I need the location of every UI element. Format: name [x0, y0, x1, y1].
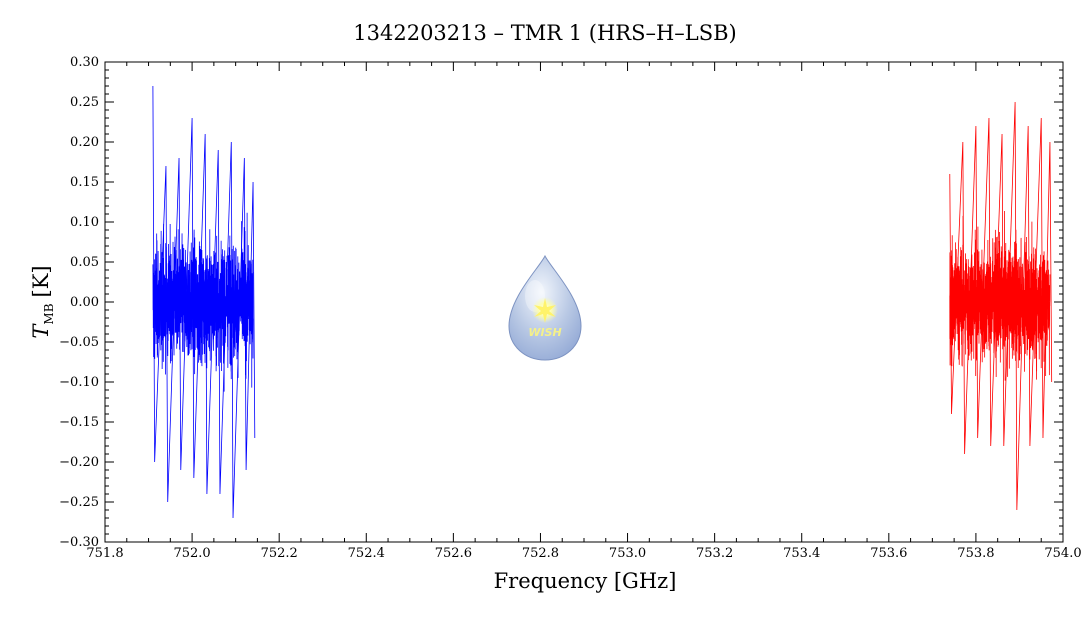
- x-tick-label: 752.4: [348, 546, 385, 561]
- y-axis-label: TMB [K]: [29, 265, 56, 338]
- x-tick-label: 751.8: [86, 546, 123, 561]
- x-tick-label: 752.2: [261, 546, 298, 561]
- y-tick-label: −0.20: [59, 455, 99, 470]
- y-axis-label-unit: [K]: [29, 265, 53, 297]
- y-tick-label: −0.30: [59, 535, 99, 550]
- y-tick-label: 0.00: [70, 295, 99, 310]
- y-tick-label: −0.25: [59, 495, 99, 510]
- x-tick-label: 754.0: [1044, 546, 1081, 561]
- y-tick-label: −0.10: [59, 375, 99, 390]
- spectrum-spikes-2: [949, 101, 1053, 511]
- x-tick-label: 753.8: [957, 546, 994, 561]
- y-tick-label: 0.10: [70, 215, 99, 230]
- svg-text:TMB[K]: TMB [K]: [29, 265, 56, 338]
- y-tick-label: 0.05: [70, 255, 99, 270]
- y-tick-label: −0.05: [59, 335, 99, 350]
- axes-layer: 751.8 752.0 752.2 752.4 752.6 752.8 753.0 753.2…: [59, 55, 1081, 561]
- x-tick-label: 753.0: [609, 546, 646, 561]
- chart-title: 1342203213 – TMR 1 (HRS–H–LSB): [353, 21, 736, 45]
- star-icon: [534, 298, 556, 323]
- logo-text: WISH: [528, 326, 561, 339]
- spectrum-line-2: [949, 211, 1051, 381]
- x-axis-label: Frequency [GHz]: [494, 569, 677, 593]
- spectrum-line-1: [152, 212, 254, 392]
- y-axis-label-sub: MB: [42, 303, 56, 324]
- x-tick-label: 752.6: [435, 546, 472, 561]
- spectrum-spikes-1: [152, 85, 256, 519]
- x-tick-label: 753.6: [870, 546, 907, 561]
- x-tick-label: 753.2: [696, 546, 733, 561]
- y-tick-label: 0.30: [70, 55, 99, 70]
- y-tick-label: 0.15: [70, 175, 99, 190]
- series-layer: [152, 85, 1053, 519]
- y-axis-label-main: T: [29, 323, 53, 339]
- x-tick-label: 752.8: [522, 546, 559, 561]
- x-tick-label: 753.4: [783, 546, 820, 561]
- y-tick-label: 0.20: [70, 135, 99, 150]
- y-tick-label: −0.15: [59, 415, 99, 430]
- wish-logo: WISH: [508, 254, 582, 361]
- x-tick-label: 752.0: [173, 546, 210, 561]
- y-tick-label: 0.25: [70, 95, 99, 110]
